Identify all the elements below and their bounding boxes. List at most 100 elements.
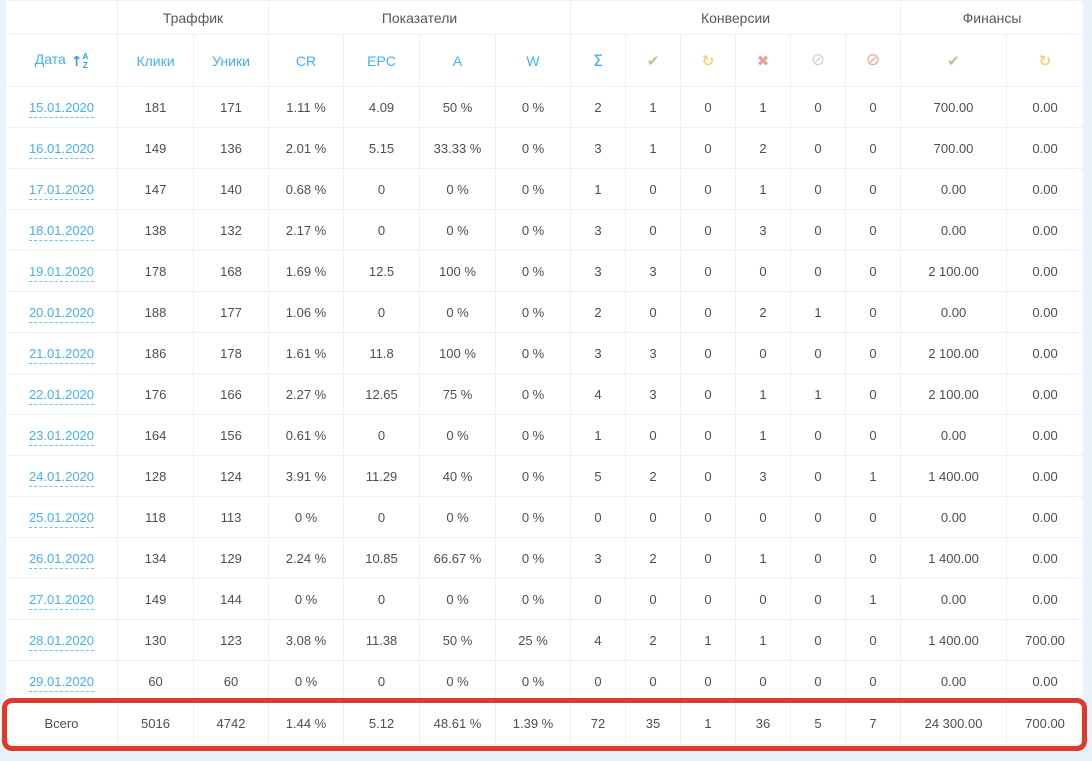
cell-a: 0 % — [419, 414, 497, 456]
column-header-money-approved[interactable]: ✔ — [900, 34, 1008, 87]
column-header-label: EPC — [367, 52, 396, 69]
cell-conv-declined: 1 — [735, 168, 792, 210]
cell-conv-pending: 0 — [680, 496, 737, 538]
date-link[interactable]: 26.01.2020 — [28, 550, 95, 569]
date-link[interactable]: 15.01.2020 — [28, 99, 95, 118]
cell-conv-hold: 0 — [790, 537, 847, 579]
cell-w: 0 % — [495, 332, 572, 374]
cell-conv-approved: 0 — [625, 291, 682, 333]
column-header-date[interactable]: Дата ↑ A Z — [5, 34, 118, 87]
cell-conv-pending: 0 — [680, 332, 737, 374]
cell-conv-total: 4 — [570, 619, 627, 661]
date-link[interactable]: 16.01.2020 — [28, 140, 95, 159]
cell-conv-declined: 1 — [735, 86, 792, 128]
cell-conv-declined: 1 — [735, 619, 792, 661]
column-header-conv-approved[interactable]: ✔ — [625, 34, 682, 87]
cell-money-pending: 0.00 — [1006, 537, 1085, 579]
column-header-conv-declined[interactable]: ✖ — [735, 34, 792, 87]
cell-money-approved: 2 100.00 — [900, 373, 1008, 415]
cell-w: 25 % — [495, 619, 572, 661]
cell-conv-pending: 0 — [680, 209, 737, 251]
cell-conv-total: 3 — [570, 537, 627, 579]
cell-conv-declined: 0 — [735, 496, 792, 538]
cell-money-pending: 0.00 — [1006, 127, 1085, 169]
cell-clicks: 134 — [117, 537, 194, 579]
cell-money-pending: 0.00 — [1006, 209, 1085, 251]
date-link[interactable]: 18.01.2020 — [28, 222, 95, 241]
cell-w: 0 % — [495, 250, 572, 292]
cell-w: 0 % — [495, 660, 572, 702]
group-traffic: Траффик — [116, 0, 270, 35]
date-link[interactable]: 24.01.2020 — [28, 468, 95, 487]
date-link[interactable]: 25.01.2020 — [28, 509, 95, 528]
cell-date: 18.01.2020 — [5, 209, 118, 251]
column-header-conv-pending[interactable]: ↻ — [680, 34, 737, 87]
date-link[interactable]: 17.01.2020 — [28, 181, 95, 200]
cell-conv-hold: 0 — [790, 332, 847, 374]
cell-date: 24.01.2020 — [5, 455, 118, 497]
cell-conv-declined: 2 — [735, 291, 792, 333]
date-link[interactable]: 29.01.2020 — [28, 673, 95, 692]
cell-conv-total: 2 — [570, 291, 627, 333]
column-header-conv-hold[interactable]: ⊘ — [790, 34, 847, 87]
date-link[interactable]: 28.01.2020 — [28, 632, 95, 651]
cell-conv-trash: 0 — [845, 86, 902, 128]
cell-epc: 0 — [343, 209, 421, 251]
cell-money-pending: 0.00 — [1006, 86, 1085, 128]
column-header-money-pending[interactable]: ↻ — [1006, 34, 1085, 87]
column-header-w[interactable]: W — [495, 34, 572, 87]
date-link[interactable]: 23.01.2020 — [28, 427, 95, 446]
date-link[interactable]: 21.01.2020 — [28, 345, 95, 364]
date-link[interactable]: 22.01.2020 — [28, 386, 95, 405]
cell-conv-trash: 0 — [845, 414, 902, 456]
cell-cr: 0.61 % — [268, 414, 345, 456]
cell-money-pending: 700.00 — [1006, 619, 1085, 661]
cell-epc: 12.5 — [343, 250, 421, 292]
cell-conv-trash: 0 — [845, 332, 902, 374]
cell-conv-total: 0 — [570, 578, 627, 620]
column-header-epc[interactable]: EPC — [343, 34, 421, 87]
cell-conv-total: 1 — [570, 414, 627, 456]
column-header-conv-trash[interactable]: ⊘ — [845, 34, 902, 87]
cell-date: 16.01.2020 — [5, 127, 118, 169]
cell-cr: 1.61 % — [268, 332, 345, 374]
total-cell-conv-approved: 35 — [625, 701, 682, 745]
total-cell-money-approved: 24 300.00 — [900, 701, 1008, 745]
cell-uniques: 140 — [192, 168, 270, 210]
column-header-uniques[interactable]: Уники — [192, 34, 270, 87]
table-row: 24.01.2020 128 124 3.91 % 11.29 40 % 0 % 5 2 0 3 0 1… — [5, 455, 1085, 497]
cell-conv-declined: 2 — [735, 127, 792, 169]
cell-cr: 0 % — [268, 496, 345, 538]
cell-clicks: 147 — [117, 168, 194, 210]
group-finances: Финансы — [900, 0, 1085, 35]
total-cell-uniques: 4742 — [192, 701, 270, 745]
cell-conv-declined: 1 — [735, 537, 792, 579]
cell-conv-declined: 1 — [735, 373, 792, 415]
column-header-clicks[interactable]: Клики — [117, 34, 194, 87]
cell-clicks: 60 — [117, 660, 194, 702]
cell-date: 17.01.2020 — [5, 168, 118, 210]
cell-conv-pending: 0 — [680, 373, 737, 415]
column-header-a[interactable]: A — [419, 34, 497, 87]
column-header-conv-total[interactable]: Σ — [570, 34, 627, 87]
cell-date: 28.01.2020 — [5, 619, 118, 661]
cell-epc: 12.65 — [343, 373, 421, 415]
total-cell-w: 1.39 % — [495, 701, 572, 745]
date-link[interactable]: 27.01.2020 — [28, 591, 95, 610]
cell-conv-declined: 0 — [735, 332, 792, 374]
cell-conv-trash: 0 — [845, 496, 902, 538]
date-link[interactable]: 20.01.2020 — [28, 304, 95, 323]
cell-date: 15.01.2020 — [5, 86, 118, 128]
cell-conv-pending: 0 — [680, 86, 737, 128]
column-header-cr[interactable]: CR — [268, 34, 345, 87]
date-link[interactable]: 19.01.2020 — [28, 263, 95, 282]
cell-w: 0 % — [495, 496, 572, 538]
total-cell-epc: 5.12 — [343, 701, 421, 745]
cell-conv-hold: 0 — [790, 168, 847, 210]
cell-conv-total: 3 — [570, 209, 627, 251]
refresh-icon: ↻ — [1038, 51, 1052, 70]
cell-date: 27.01.2020 — [5, 578, 118, 620]
cell-epc: 5.15 — [343, 127, 421, 169]
cell-a: 66.67 % — [419, 537, 497, 579]
cell-clicks: 176 — [117, 373, 194, 415]
